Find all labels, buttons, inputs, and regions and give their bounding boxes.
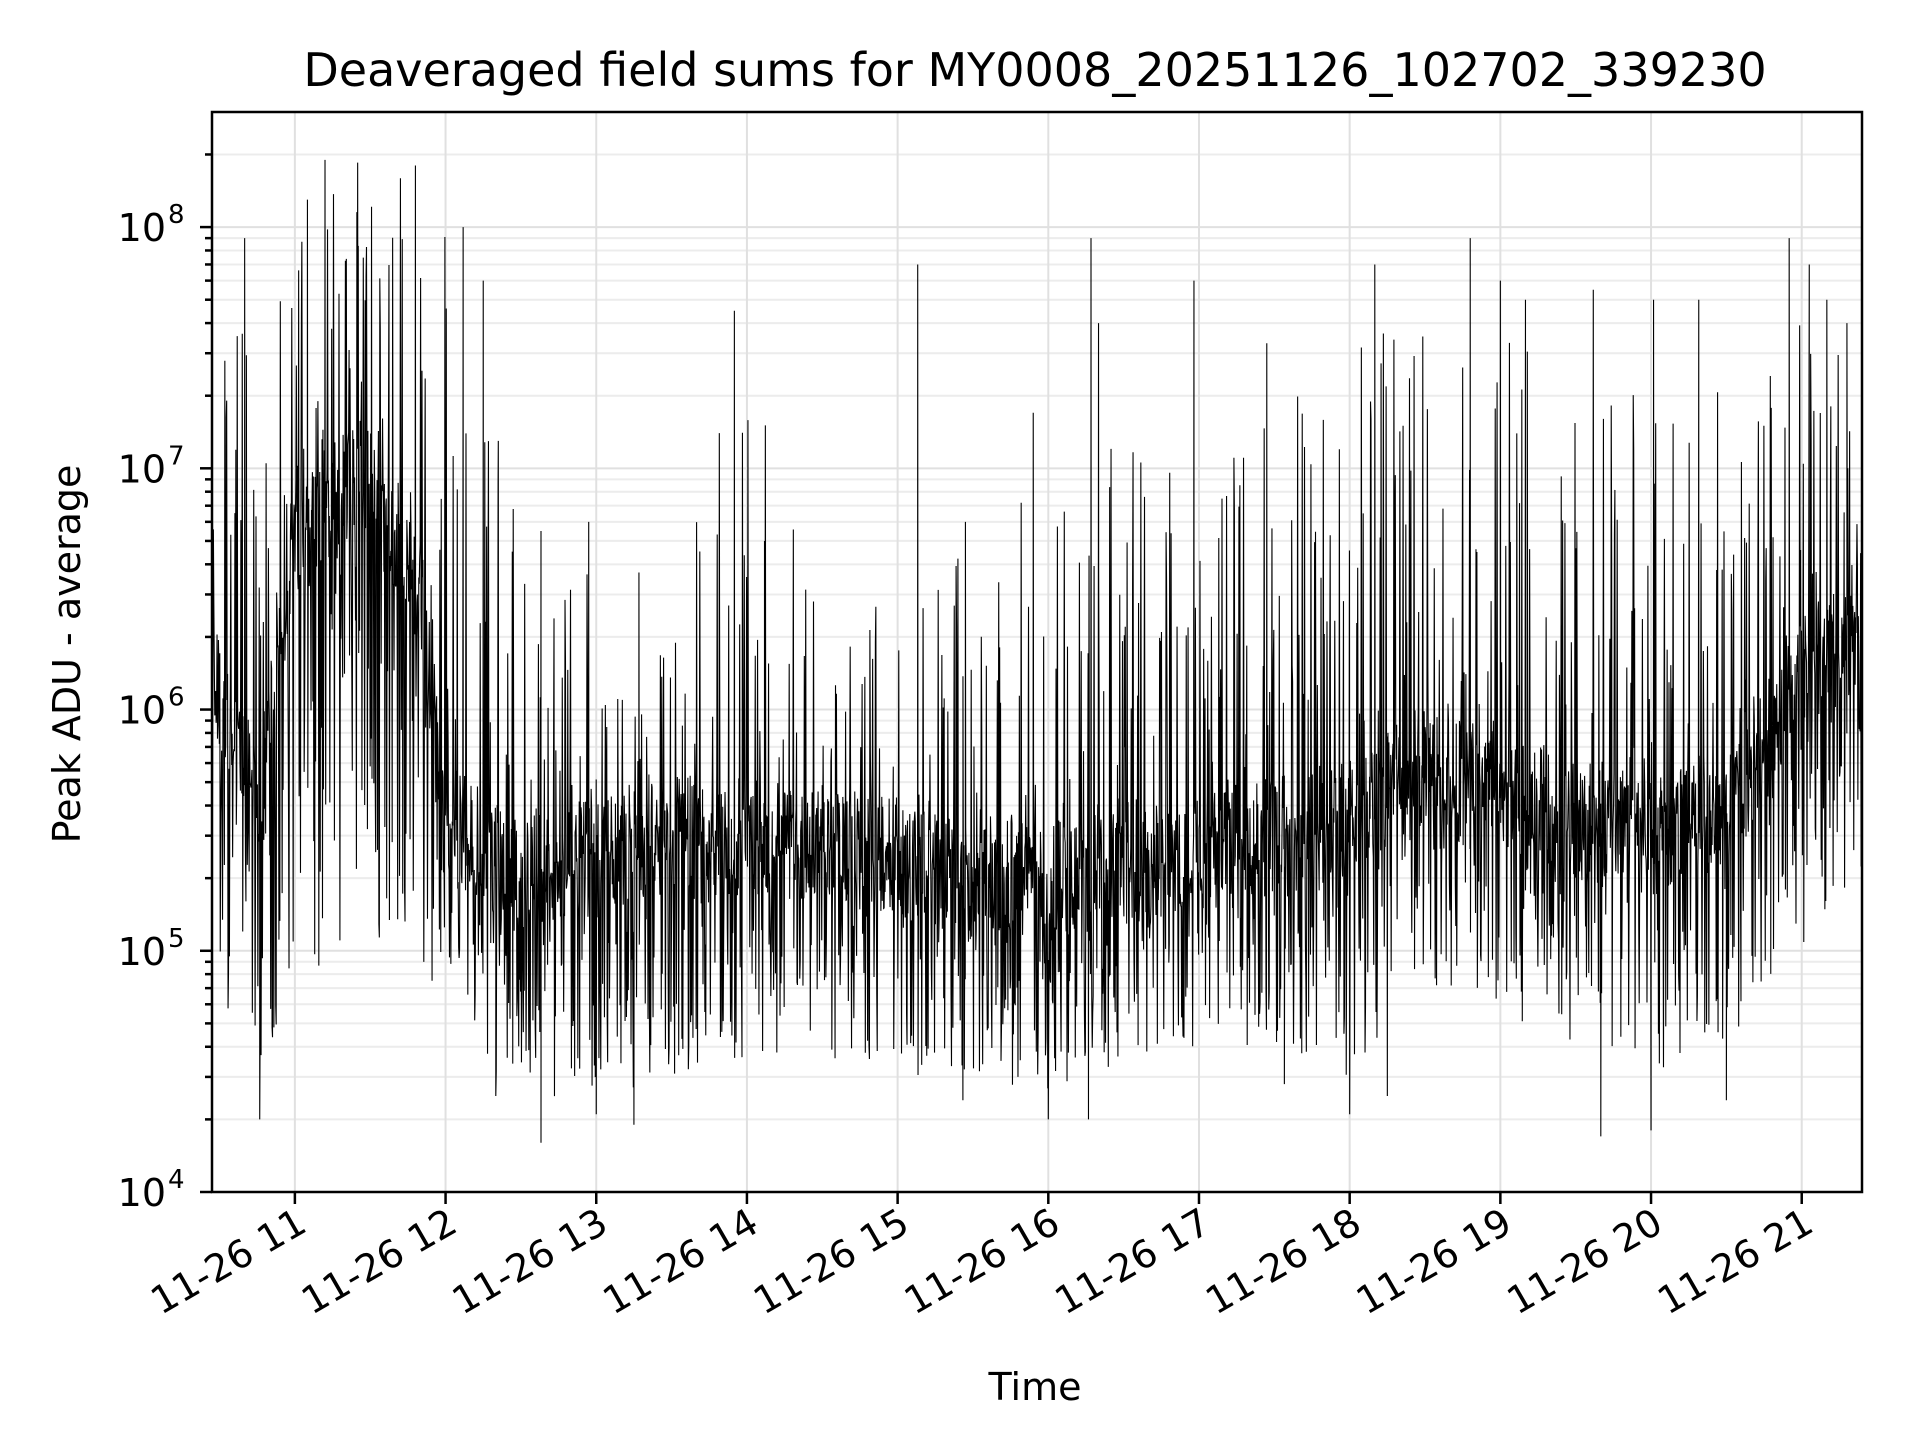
y-tick-label-exponent: 8 <box>168 200 185 230</box>
y-tick-label: 10 4 <box>118 1165 185 1215</box>
y-axis-label: Peak ADU - average <box>45 465 89 844</box>
y-tick-label-base: 10 <box>118 206 166 250</box>
y-tick-label-base: 10 <box>118 447 166 491</box>
chart-title: Deaveraged field sums for MY0008_2025112… <box>303 43 1766 97</box>
y-tick-label: 10 6 <box>118 683 185 733</box>
x-axis-label: Time <box>988 1365 1082 1409</box>
y-tick-label: 10 7 <box>118 441 185 491</box>
series <box>211 159 1863 1143</box>
y-tick-label: 10 5 <box>118 924 185 974</box>
y-tick-label-exponent: 7 <box>168 441 185 471</box>
y-tick-label-exponent: 5 <box>168 924 185 954</box>
y-tick-label-base: 10 <box>118 930 166 974</box>
series-line <box>211 159 1863 1143</box>
y-tick-label-exponent: 4 <box>168 1165 185 1195</box>
y-tick-label-exponent: 6 <box>168 683 185 713</box>
y-tick-label-base: 10 <box>118 1171 166 1215</box>
plot-frame <box>210 110 1864 1194</box>
y-tick-label: 10 8 <box>118 200 185 250</box>
y-tick-label-base: 10 <box>118 689 166 733</box>
